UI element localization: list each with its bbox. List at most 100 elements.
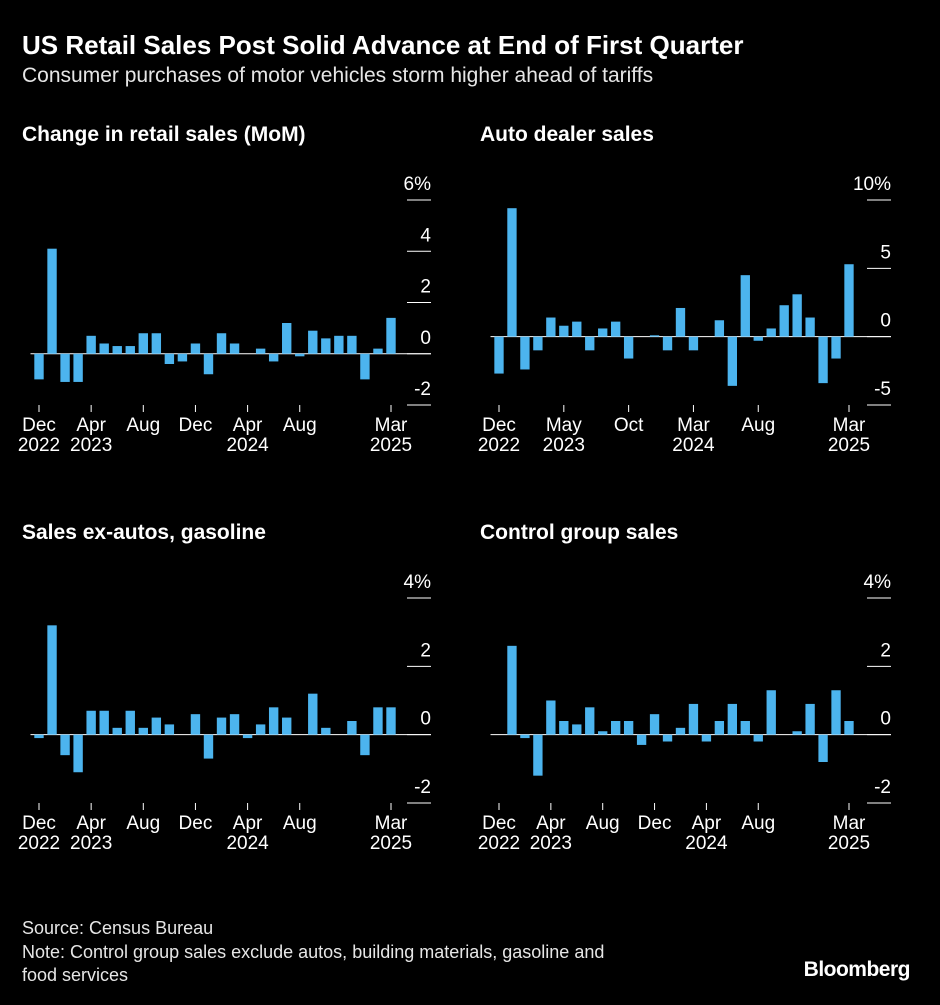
bar	[386, 317, 396, 354]
bar	[753, 336, 763, 341]
x-tick-label: Dec	[482, 415, 516, 436]
bar	[688, 703, 699, 735]
bar	[533, 336, 543, 351]
bar	[753, 734, 763, 742]
bar	[585, 707, 595, 735]
bar	[112, 727, 122, 735]
x-tick-year-label: 2024	[226, 833, 269, 854]
x-tick-year-label: 2025	[370, 435, 412, 456]
x-tick-label: Dec	[22, 415, 56, 436]
bar	[623, 336, 634, 359]
bar	[494, 336, 504, 374]
bar	[138, 727, 148, 735]
x-tick-year-label: 2024	[226, 435, 269, 456]
bar	[295, 353, 305, 357]
x-tick-label: Aug	[126, 415, 160, 436]
bar	[766, 328, 776, 337]
chart-title-ex-autos-gasoline: Sales ex-autos, gasoline	[22, 521, 266, 544]
y-tick-label: 5	[880, 242, 891, 263]
bar	[282, 717, 292, 735]
bar	[675, 727, 686, 735]
x-tick-label: Dec	[179, 415, 213, 436]
bar	[347, 335, 357, 354]
x-tick-label: Apr	[536, 813, 566, 834]
x-tick-label: Aug	[586, 813, 620, 834]
bar	[598, 731, 608, 735]
bar	[649, 714, 660, 735]
bar	[255, 724, 266, 735]
bar	[190, 714, 201, 735]
bar	[34, 353, 44, 380]
footnote-line-1: Note: Control group sales exclude autos,…	[22, 942, 605, 962]
bar	[688, 336, 699, 351]
x-tick-year-label: 2023	[70, 833, 112, 854]
y-tick-label: 4%	[404, 572, 432, 593]
bar	[507, 208, 517, 337]
bar	[308, 330, 318, 354]
bar	[844, 264, 854, 337]
bar	[507, 645, 517, 735]
x-tick-label: Dec	[179, 813, 213, 834]
bar	[34, 734, 44, 739]
bar	[242, 734, 253, 739]
y-tick-label: 4	[420, 225, 431, 246]
bar	[177, 353, 188, 362]
x-tick-label: Apr	[692, 813, 722, 834]
x-tick-year-label: 2024	[672, 435, 715, 456]
bar	[47, 625, 57, 735]
bar	[347, 721, 357, 735]
bar	[73, 353, 83, 382]
x-tick-label: Mar	[375, 813, 408, 834]
bar	[373, 707, 383, 735]
bar	[572, 724, 582, 735]
x-tick-year-label: 2022	[478, 833, 520, 854]
bar	[701, 734, 712, 742]
x-tick-year-label: 2025	[828, 435, 870, 456]
x-tick-label: Aug	[283, 415, 317, 436]
bar	[623, 721, 634, 735]
page-title: US Retail Sales Post Solid Advance at En…	[22, 30, 744, 60]
bar	[675, 307, 686, 337]
y-tick-label: -2	[414, 777, 431, 798]
x-tick-year-label: 2022	[478, 435, 520, 456]
y-tick-label: 10%	[853, 174, 891, 195]
bar	[360, 353, 370, 380]
y-tick-label: -5	[874, 379, 891, 400]
bar	[99, 710, 109, 735]
y-tick-label: 2	[420, 640, 431, 661]
bar	[229, 714, 240, 735]
bar	[844, 721, 854, 735]
bar	[125, 710, 135, 735]
footnote-line-2: food services	[22, 965, 129, 985]
bar	[546, 700, 556, 735]
y-tick-label: 0	[420, 709, 431, 730]
x-tick-label: Apr	[233, 415, 263, 436]
bar	[636, 734, 647, 745]
bar	[792, 731, 802, 735]
x-tick-label: Dec	[22, 813, 56, 834]
bar	[714, 320, 725, 337]
x-tick-label: Oct	[614, 415, 644, 436]
bar	[60, 734, 70, 756]
bar	[321, 727, 331, 735]
bar	[47, 248, 57, 354]
bar	[112, 346, 122, 354]
bar	[73, 734, 83, 773]
bar	[520, 734, 530, 739]
bar	[727, 703, 737, 735]
bar	[99, 343, 109, 354]
bar	[282, 323, 292, 354]
x-tick-label: Apr	[76, 813, 106, 834]
y-tick-label: 6%	[404, 174, 432, 195]
bar	[572, 321, 582, 337]
x-tick-year-label: 2023	[530, 833, 572, 854]
bar	[138, 333, 148, 354]
bar	[585, 336, 595, 351]
x-tick-year-label: 2024	[685, 833, 728, 854]
x-tick-label: Aug	[283, 813, 317, 834]
bar	[662, 336, 673, 351]
bloomberg-logo: Bloomberg	[803, 958, 911, 981]
